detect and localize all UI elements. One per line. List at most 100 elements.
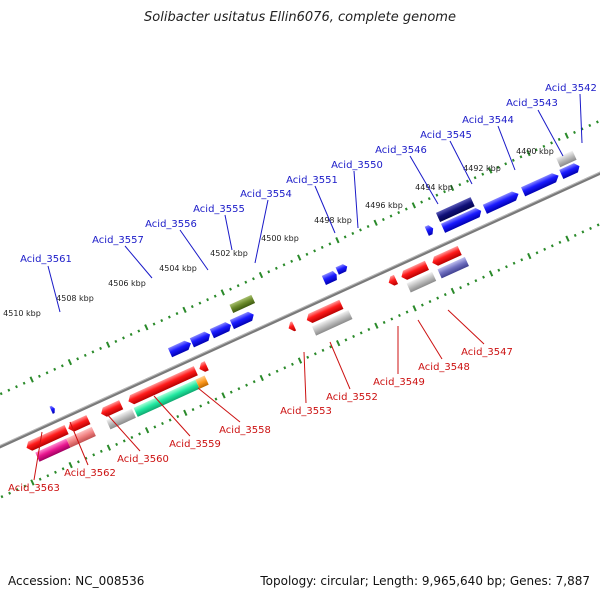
gene-block[interactable] — [437, 256, 469, 279]
gene-block[interactable] — [335, 263, 349, 275]
leader-line — [124, 245, 153, 279]
ruler-tick-minor — [557, 137, 561, 141]
gene-block[interactable] — [559, 162, 581, 179]
ruler-tick-minor — [443, 293, 447, 297]
ruler-tick-label: 4496 kbp — [365, 201, 403, 210]
gene-block[interactable] — [126, 366, 198, 406]
ruler-tick-minor — [343, 235, 347, 239]
ruler-tick-label: 4494 kbp — [415, 183, 453, 192]
gene-label[interactable]: Acid_3546 — [375, 145, 427, 156]
gene-block[interactable] — [521, 171, 561, 197]
gene-label[interactable]: Acid_3544 — [462, 115, 514, 126]
gene-block[interactable] — [406, 271, 437, 293]
ruler-tick-minor — [244, 280, 248, 284]
ruler-tick-minor — [76, 357, 80, 361]
gene-label[interactable]: Acid_3550 — [331, 160, 383, 171]
ruler-tick-minor — [519, 155, 523, 159]
gene-block[interactable] — [435, 197, 475, 222]
ruler-tick-minor — [130, 435, 134, 439]
ruler-tick-minor — [558, 240, 562, 244]
gene-label[interactable]: Acid_3551 — [286, 175, 338, 186]
gene-block[interactable] — [49, 405, 56, 414]
ruler-tick-minor — [306, 355, 310, 359]
gene-block[interactable] — [440, 206, 483, 233]
gene-label[interactable]: Acid_3555 — [193, 204, 245, 215]
accession-text: Accession: NC_008536 — [8, 574, 145, 588]
gene-block[interactable] — [209, 320, 233, 339]
ruler-tick-minor — [505, 265, 508, 269]
ruler-tick-minor — [114, 339, 118, 343]
gene-block[interactable] — [66, 426, 96, 448]
leader-line — [33, 431, 43, 481]
gene-label[interactable]: Acid_3559 — [169, 439, 221, 450]
gene-label[interactable]: Acid_3563 — [8, 483, 60, 494]
gene-label[interactable]: Acid_3547 — [461, 347, 513, 358]
ruler-tick-minor — [267, 270, 271, 274]
gene-label[interactable]: Acid_3542 — [545, 83, 597, 94]
ruler-tick-minor — [99, 449, 103, 453]
gene-block[interactable] — [133, 379, 200, 417]
gene-label[interactable]: Acid_3553 — [280, 406, 332, 417]
gene-block[interactable] — [189, 330, 212, 348]
gene-block[interactable] — [66, 415, 91, 433]
ruler-tick-minor — [37, 374, 41, 378]
gene-label[interactable]: Acid_3558 — [219, 425, 271, 436]
gene-label[interactable]: Acid_3549 — [373, 377, 425, 388]
gene-block[interactable] — [311, 309, 353, 336]
gene-block[interactable] — [424, 224, 436, 236]
gene-block[interactable] — [99, 400, 124, 418]
gene-block[interactable] — [287, 321, 297, 333]
gene-block[interactable] — [387, 274, 399, 287]
ruler-tick-minor — [481, 172, 485, 176]
gene-label[interactable]: Acid_3557 — [92, 235, 144, 246]
ruler-tick-minor — [15, 488, 19, 492]
gene-block[interactable] — [167, 339, 193, 358]
ruler-tick-minor — [405, 310, 409, 314]
gene-block[interactable] — [321, 270, 339, 285]
gene-label[interactable]: Acid_3545 — [420, 130, 472, 141]
gene-block[interactable] — [106, 408, 136, 430]
ruler-tick-minor — [199, 404, 203, 408]
gene-label[interactable]: Acid_3562 — [64, 468, 116, 479]
gene-label[interactable]: Acid_3543 — [506, 98, 558, 109]
gene-block[interactable] — [229, 310, 256, 330]
ruler-tick-minor — [305, 252, 309, 256]
ruler-tick-minor — [274, 266, 278, 270]
ruler-tick-major — [335, 237, 340, 244]
ruler-tick-major — [183, 409, 188, 416]
gene-block[interactable] — [229, 294, 256, 313]
ruler-tick-label: 4490 kbp — [516, 147, 554, 156]
ruler-tick-minor — [290, 362, 294, 366]
gene-label[interactable]: Acid_3560 — [117, 454, 169, 465]
ruler-tick-minor — [161, 421, 164, 426]
gene-label[interactable]: Acid_3552 — [326, 392, 378, 403]
ruler-tick-minor — [268, 373, 271, 377]
gene-block[interactable] — [35, 438, 71, 462]
ruler-tick-minor — [53, 367, 57, 371]
leader-line — [224, 214, 233, 251]
ruler-tick-major — [488, 167, 493, 174]
ruler-tick-minor — [83, 353, 87, 357]
gene-block[interactable] — [197, 361, 209, 373]
ruler-tick-label: 4506 kbp — [108, 279, 146, 288]
gene-block[interactable] — [195, 375, 209, 389]
gene-block[interactable] — [24, 425, 69, 452]
leader-line — [197, 387, 241, 423]
gene-block[interactable] — [482, 189, 521, 214]
gene-label[interactable]: Acid_3561 — [20, 254, 72, 265]
gene-block[interactable] — [305, 299, 344, 325]
gene-block[interactable] — [430, 245, 462, 268]
gene-block[interactable] — [556, 150, 577, 168]
ruler-tick-minor — [60, 364, 64, 368]
ruler-tick-minor — [581, 230, 585, 234]
ruler-tick-minor — [160, 318, 164, 323]
leader-line — [69, 421, 89, 466]
ruler-tick-major — [297, 254, 302, 261]
leader-line — [179, 229, 209, 271]
gene-label[interactable]: Acid_3556 — [145, 219, 197, 230]
gene-label[interactable]: Acid_3548 — [418, 362, 470, 373]
ruler-tick-minor — [138, 432, 141, 436]
gene-label[interactable]: Acid_3554 — [240, 189, 292, 200]
gene-block[interactable] — [399, 260, 429, 282]
